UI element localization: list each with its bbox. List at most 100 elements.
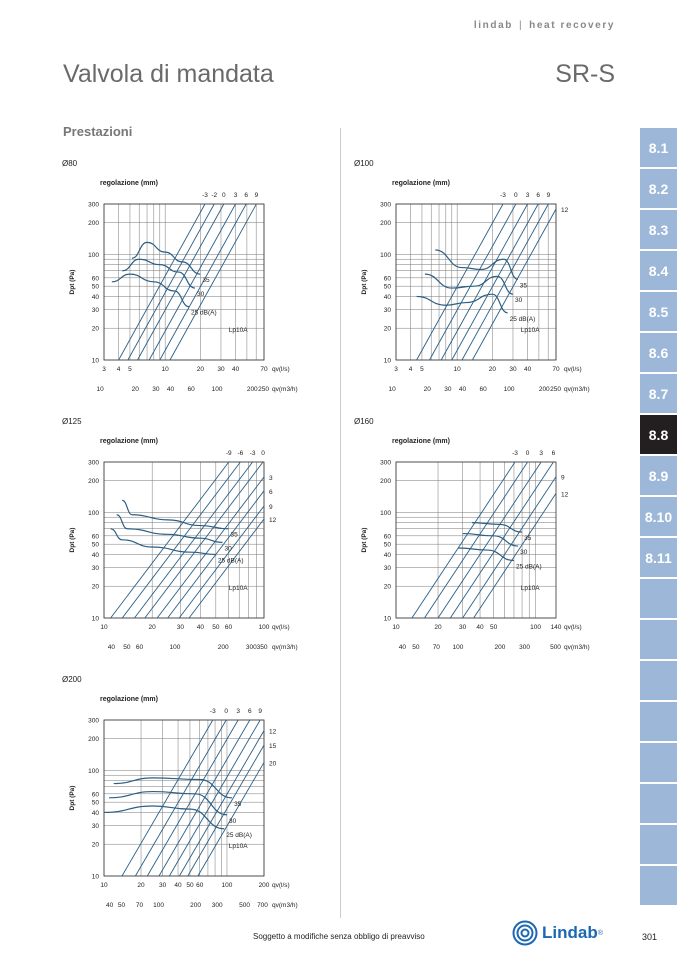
- chapter-tabs: 8.1 8.2 8.3 8.4 8.5 8.6 8.7 8.8 8.9 8.10 8.11: [640, 128, 677, 907]
- regulation-line: [429, 203, 517, 361]
- sound-curve: [122, 499, 229, 530]
- sound-level-label: 35: [234, 801, 242, 808]
- regulation-line: [121, 461, 241, 619]
- chapter-tab-blank-17[interactable]: [640, 825, 677, 864]
- regulation-label: regolazione (mm): [100, 696, 158, 703]
- plot-frame: [103, 203, 265, 361]
- x-tick-label: 40: [197, 624, 205, 631]
- regulation-line: [187, 744, 265, 877]
- x-tick-label-m3h: 70: [433, 644, 441, 651]
- sound-level-label: 35: [524, 535, 532, 542]
- sound-curve: [424, 273, 514, 295]
- y-tick-label: 10: [92, 874, 100, 881]
- chapter-tab-blank-12[interactable]: [640, 620, 677, 659]
- chapter-tab-blank-18[interactable]: [640, 866, 677, 905]
- regulation-value-label: 3: [539, 450, 543, 457]
- y-tick-label: 20: [384, 326, 392, 333]
- sound-level-label: 35: [231, 532, 239, 539]
- chapter-tab-8.6[interactable]: 8.6: [640, 333, 677, 372]
- y-tick-label: 300: [380, 202, 391, 209]
- x-tick-label: 30: [459, 624, 467, 631]
- y-axis-label: Dpt (Pa): [361, 528, 368, 553]
- x-tick-label-m3h: 10: [388, 386, 396, 393]
- regulation-line: [437, 461, 542, 619]
- model-code: SR-S: [555, 60, 615, 88]
- x-tick-label: 20: [489, 366, 497, 373]
- y-tick-label: 50: [384, 284, 392, 291]
- y-tick-label: 20: [92, 842, 100, 849]
- sound-level-label: 30: [224, 545, 232, 552]
- x-tick-label-m3h: 500: [550, 644, 561, 651]
- x-axis-label-ls: qv(l/s): [272, 882, 290, 889]
- y-tick-label: 10: [384, 616, 392, 623]
- chapter-tab-blank-14[interactable]: [640, 702, 677, 741]
- footer-note: Soggetto a modifiche senza obbligo di pr…: [253, 932, 425, 941]
- y-tick-label: 50: [384, 542, 392, 549]
- regulation-line: [134, 461, 253, 619]
- regulation-line: [178, 505, 265, 619]
- regulation-line: [158, 719, 251, 877]
- chapter-tab-8.9[interactable]: 8.9: [640, 456, 677, 495]
- x-tick-label-m3h: 20: [424, 386, 432, 393]
- x-tick-label: 60: [225, 624, 233, 631]
- x-axis-label-ls: qv(l/s): [272, 366, 290, 373]
- x-tick-label: 40: [476, 624, 484, 631]
- x-tick-label-m3h: 20: [132, 386, 140, 393]
- y-tick-label: 40: [92, 810, 100, 817]
- y-tick-label: 200: [88, 736, 99, 743]
- chapter-tab-blank-13[interactable]: [640, 661, 677, 700]
- x-tick-label-m3h: 50: [123, 644, 131, 651]
- chapter-tab-blank-16[interactable]: [640, 784, 677, 823]
- chapter-tab-8.2[interactable]: 8.2: [640, 169, 677, 208]
- chapter-tab-8.1[interactable]: 8.1: [640, 128, 677, 167]
- chart-title: Ø100: [354, 159, 374, 168]
- chapter-tab-8.10[interactable]: 8.10: [640, 497, 677, 536]
- x-tick-label-m3h: 50: [412, 644, 420, 651]
- regulation-line: [473, 493, 557, 619]
- regulation-value-label: 6: [552, 450, 556, 457]
- y-tick-label: 30: [92, 823, 100, 830]
- chapter-tab-8.5[interactable]: 8.5: [640, 292, 677, 331]
- x-tick-label: 70: [260, 366, 268, 373]
- y-tick-label: 40: [384, 294, 392, 301]
- regulation-line: [462, 476, 557, 619]
- regulation-line: [148, 203, 236, 361]
- y-tick-label: 100: [88, 252, 99, 259]
- chapter-tab-8.3[interactable]: 8.3: [640, 210, 677, 249]
- page-number: 301: [642, 932, 658, 942]
- chapter-tab-8.4[interactable]: 8.4: [640, 251, 677, 290]
- y-tick-label: 10: [384, 358, 392, 365]
- y-tick-label: 60: [384, 275, 392, 282]
- chapter-tab-8.8[interactable]: 8.8: [640, 415, 677, 454]
- regulation-line: [416, 203, 504, 361]
- x-tick-label-m3h: 10: [96, 386, 104, 393]
- regulation-value-label: 0: [261, 450, 265, 457]
- x-axis-label-ls: qv(l/s): [564, 624, 582, 631]
- x-tick-label: 4: [117, 366, 121, 373]
- chapter-tab-blank-11[interactable]: [640, 579, 677, 618]
- chapter-tab-blank-15[interactable]: [640, 743, 677, 782]
- sound-curve: [116, 514, 223, 543]
- y-tick-label: 100: [380, 510, 391, 517]
- x-tick-label: 5: [128, 366, 132, 373]
- regulation-value-label: -3: [202, 192, 208, 199]
- x-tick-label-m3h: 700: [257, 902, 268, 909]
- x-tick-label: 30: [159, 882, 167, 889]
- x-tick-label-m3h: 200: [495, 644, 506, 651]
- sound-level-label: 30: [515, 297, 523, 304]
- chapter-tab-8.7[interactable]: 8.7: [640, 374, 677, 413]
- x-tick-label: 20: [137, 882, 145, 889]
- y-tick-label: 40: [384, 552, 392, 559]
- sound-curve: [109, 790, 228, 816]
- x-tick-label-m3h: 30: [152, 386, 160, 393]
- regulation-value-label: 12: [269, 517, 277, 524]
- y-tick-label: 30: [384, 565, 392, 572]
- chapter-tab-8.11[interactable]: 8.11: [640, 538, 677, 577]
- plot-frame: [103, 461, 265, 619]
- regulation-value-label: -6: [238, 450, 244, 457]
- x-tick-label: 30: [217, 366, 225, 373]
- x-tick-label: 5: [420, 366, 424, 373]
